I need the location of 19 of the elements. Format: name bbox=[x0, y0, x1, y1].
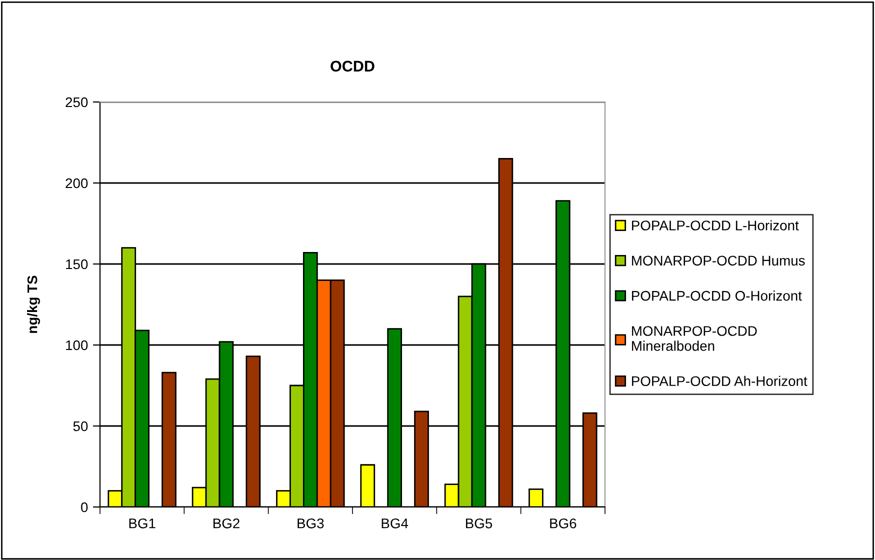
y-tick-label: 250 bbox=[66, 97, 88, 108]
legend-label: POPALP-OCDD O-Horizont bbox=[632, 290, 802, 301]
x-tick-label: BG5 bbox=[466, 518, 492, 528]
y-tick-label: 0 bbox=[81, 502, 88, 512]
x-tick-label: BG2 bbox=[213, 518, 240, 528]
y-axis-title: ng/kg TS bbox=[27, 276, 40, 333]
legend-label: POPALP-OCDD Ah-Horizont bbox=[632, 376, 808, 386]
x-tick-label: BG3 bbox=[298, 518, 324, 528]
legend-label: MONARPOP-OCDD Humus bbox=[632, 256, 805, 266]
legend-label: MONARPOP-OCDD Mineralboden bbox=[632, 326, 757, 351]
y-tick-label: 50 bbox=[73, 421, 88, 432]
legend-label: POPALP-OCDD L-Horizont bbox=[632, 220, 799, 230]
y-tick-label: 100 bbox=[66, 340, 88, 350]
y-tick-label: 150 bbox=[66, 259, 88, 270]
chart-title: OCDD bbox=[330, 60, 374, 72]
y-tick-label: 200 bbox=[66, 178, 88, 188]
x-tick-label: BG1 bbox=[129, 518, 156, 528]
x-tick-label: BG4 bbox=[382, 518, 408, 528]
x-tick-label: BG6 bbox=[550, 518, 576, 528]
